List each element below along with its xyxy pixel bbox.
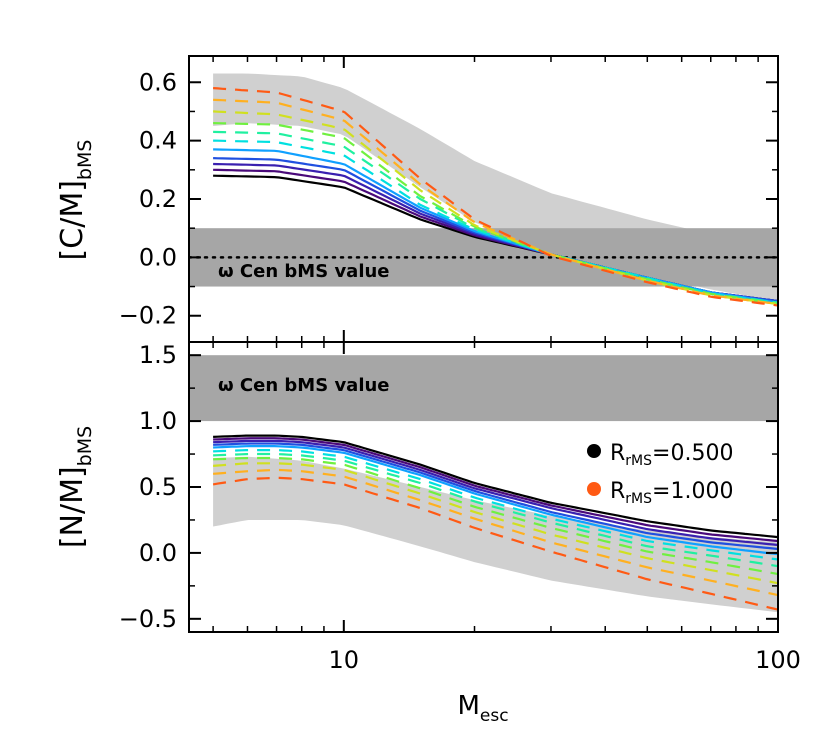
- nitrogen-panel-ticks: 1.5 1.0 0.5 0.0 −0.5: [119, 341, 779, 633]
- nitrogen-series-4: [213, 445, 778, 556]
- carbon-panel-ticks: 0.6 0.4 0.2 0.0 −0.2: [119, 56, 779, 342]
- legend-label-0: RrMS=0.500: [610, 441, 733, 469]
- nitrogen-y-tick-label-0: 1.5: [139, 341, 177, 369]
- nitrogen-series-10: [212, 476, 778, 611]
- carbon-y-tick-label-4: −0.2: [119, 302, 177, 330]
- carbon-y-tick-label-3: 0.0: [139, 243, 177, 271]
- nitrogen-series-5: [213, 449, 778, 561]
- carbon-band-label: ω Cen bMS value: [218, 261, 390, 282]
- carbon-series-5: [213, 139, 778, 304]
- carbon-y-axis-title: [C/M]bMS: [55, 140, 96, 261]
- legend-marker-0: [587, 444, 601, 458]
- carbon-series-10: [213, 87, 778, 307]
- legend-label-1-sub: rMS: [625, 491, 652, 507]
- nitrogen-series-2: [213, 439, 778, 547]
- nitrogen-series-6: [213, 452, 778, 568]
- x-axis-title: Mesc: [457, 691, 508, 726]
- legend-label-1-value: =1.000: [652, 479, 733, 504]
- nitrogen-series-8: [213, 462, 778, 585]
- nitrogen-observed-band: [189, 355, 778, 422]
- carbon-series-4: [213, 148, 778, 304]
- x-axis: 10 100: [329, 646, 801, 674]
- nitrogen-series-7: [213, 456, 778, 576]
- nitrogen-y-tick-label-3: 0.0: [139, 539, 177, 567]
- nitrogen-y-tick-label-4: −0.5: [119, 605, 177, 633]
- nitrogen-y-axis-title-main: [N/M]: [55, 466, 90, 548]
- x-tick-label-1: 100: [755, 646, 801, 674]
- nitrogen-y-tick-label-1: 1.0: [139, 407, 177, 435]
- nitrogen-series-0: [213, 434, 778, 539]
- nitrogen-band-label: ω Cen bMS value: [218, 375, 390, 396]
- nitrogen-series-3: [213, 442, 778, 551]
- carbon-panel: 0.6 0.4 0.2 0.0 −0.2 ω Cen bMS value [C/M]bM…: [55, 55, 779, 343]
- legend: RrMS=0.500 RrMS=1.000: [587, 441, 733, 507]
- carbon-y-tick-label-2: 0.2: [139, 185, 177, 213]
- carbon-y-axis-title-main: [C/M]: [55, 180, 90, 260]
- nitrogen-y-axis-title-sub: bMS: [74, 426, 96, 467]
- legend-label-0-value: =0.500: [652, 441, 733, 466]
- legend-label-0-symbol: R: [610, 441, 625, 466]
- carbon-panel-series: [213, 87, 778, 307]
- carbon-y-axis-title-sub: bMS: [74, 140, 96, 181]
- legend-marker-1: [587, 482, 601, 496]
- legend-label-1-symbol: R: [610, 479, 625, 504]
- carbon-y-tick-label-1: 0.4: [139, 127, 177, 155]
- legend-label-1: RrMS=1.000: [610, 479, 733, 507]
- nitrogen-panel: 1.5 1.0 0.5 0.0 −0.5 ω Cen bMS value [N/M]bM…: [55, 341, 779, 633]
- nitrogen-series-9: [213, 468, 778, 597]
- nitrogen-series-1: [213, 437, 778, 543]
- legend-label-0-sub: rMS: [625, 453, 652, 469]
- carbon-series-8: [213, 110, 778, 306]
- nitrogen-y-axis-title: [N/M]bMS: [55, 426, 96, 548]
- nitrogen-panel-series: [212, 434, 778, 611]
- carbon-series-9: [213, 98, 778, 306]
- x-tick-label-0: 10: [329, 646, 360, 674]
- x-axis-title-main: M: [457, 691, 479, 721]
- nitrogen-y-tick-label-2: 0.5: [139, 473, 177, 501]
- x-axis-title-sub: esc: [480, 706, 509, 726]
- carbon-y-tick-label-0: 0.6: [139, 68, 177, 96]
